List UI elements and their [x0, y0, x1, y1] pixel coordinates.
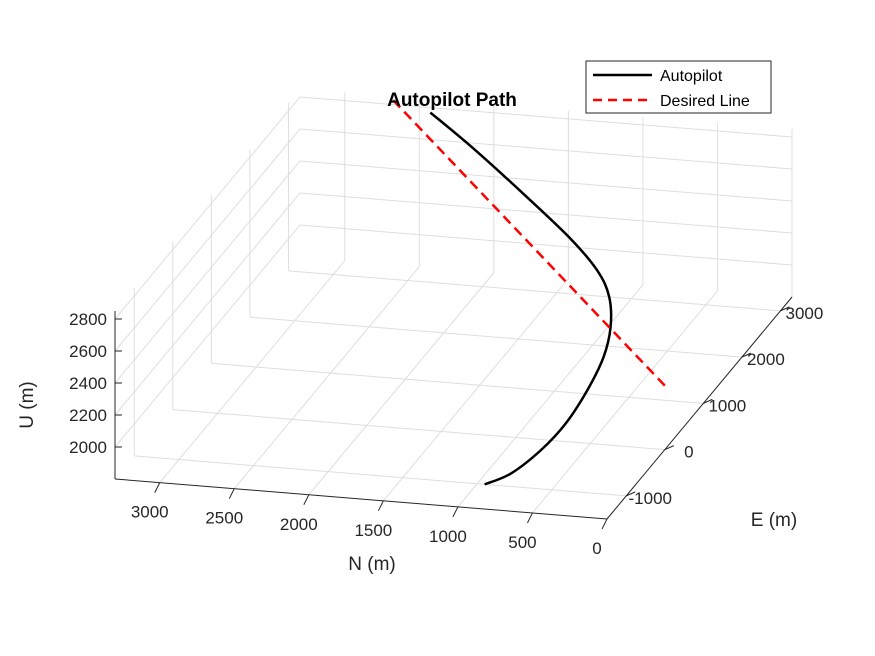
x-tick-label: 1000 [429, 527, 467, 546]
grid-line-floor-n [308, 272, 495, 496]
grid-line-wall-n-u [114, 160, 301, 384]
x-axis-line [114, 478, 608, 520]
y-tick-mark [626, 491, 636, 497]
x-tick-label: 2000 [280, 515, 318, 534]
x-tick-mark [601, 518, 608, 530]
grid-line-wall-n-u [114, 128, 301, 352]
y-tick-mark [703, 398, 713, 404]
x-tick-mark [452, 506, 459, 518]
grid-line-floor-e [249, 316, 742, 358]
tick-labels: 0 500 1000 1500 2000 2500 3000 -1000 0 1000 2000 30… [69, 304, 823, 558]
legend-label-desired-line: Desired Line [660, 93, 750, 110]
x-axis-label: N (m) [348, 554, 395, 575]
grid-line-wall-e-u [299, 192, 793, 234]
y-tick-label: 3000 [786, 304, 824, 323]
grid-line-floor-e [211, 362, 704, 404]
legend-box [585, 60, 772, 114]
grid-line-wall-e-u [299, 96, 793, 138]
grid-line-wall-n-u [114, 192, 301, 416]
grid-line-floor-n [159, 260, 346, 483]
y-tick-label: -1000 [629, 489, 672, 508]
x-tick-label: 2500 [205, 509, 243, 528]
grid-line-wall-e-u [299, 224, 793, 266]
x-tick-mark [154, 482, 161, 493]
grid-line-wall-n-u [114, 96, 301, 320]
z-tick-label: 2200 [69, 406, 107, 425]
grid-line-floor-e [288, 270, 781, 312]
y-tick-label: 0 [684, 443, 693, 462]
grid-line-floor-n [233, 266, 420, 490]
z-tick-label: 2400 [69, 374, 107, 393]
grid-line-floor-e [134, 455, 627, 497]
grid-line-wall-e-u [299, 160, 793, 202]
series-line-autopilot [429, 111, 613, 486]
series-layer [388, 95, 666, 486]
x-tick-mark [377, 500, 384, 512]
chart-title: Autopilot Path [387, 90, 517, 111]
x-tick-label: 3000 [131, 503, 169, 522]
y-axis-line [606, 296, 793, 520]
grid-line-wall-e-u [299, 128, 793, 170]
grid-line-floor-e [172, 409, 665, 451]
z-tick-label: 2000 [69, 438, 107, 457]
x-tick-mark [228, 488, 235, 499]
legend: Autopilot Desired Line [585, 60, 772, 114]
x-tick-label: 1500 [354, 521, 392, 540]
x-tick-label: 0 [592, 539, 601, 558]
y-axis-label: E (m) [751, 510, 797, 531]
legend-label-autopilot: Autopilot [660, 68, 723, 85]
series-line-desired-line [388, 95, 666, 387]
y-tick-label: 1000 [708, 396, 746, 415]
y-tick-mark [741, 352, 752, 358]
grid [114, 92, 793, 520]
x-tick-label: 500 [508, 533, 536, 552]
z-tick-label: 2800 [69, 310, 107, 329]
x-tick-mark [527, 512, 533, 524]
axes [114, 296, 793, 530]
grid-line-floor-n [532, 290, 718, 514]
grid-line-wall-n-u [114, 224, 301, 448]
x-tick-mark [303, 494, 310, 505]
z-tick-label: 2600 [69, 342, 107, 361]
grid-line-floor-n [382, 278, 569, 502]
y-tick-label: 2000 [747, 350, 785, 369]
y-tick-mark [664, 445, 675, 451]
z-axis-label: U (m) [17, 381, 38, 428]
y-tick-mark [780, 306, 790, 312]
